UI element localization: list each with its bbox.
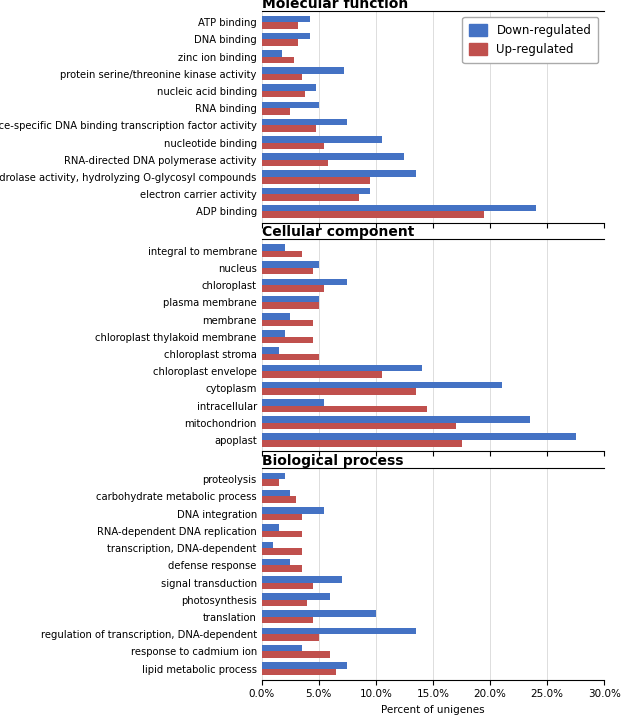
Text: Cellular component: Cellular component — [262, 225, 414, 239]
Bar — [262, 319, 313, 326]
Bar — [262, 39, 298, 46]
Bar — [262, 440, 462, 446]
Bar — [262, 268, 313, 274]
Bar — [262, 371, 381, 377]
Bar — [262, 205, 536, 212]
Bar — [262, 406, 427, 412]
Bar — [262, 91, 305, 97]
Bar — [262, 423, 456, 430]
Bar — [262, 490, 290, 497]
Bar — [262, 278, 348, 285]
Bar — [262, 73, 302, 80]
Bar — [262, 67, 344, 73]
Bar — [262, 285, 325, 292]
Bar — [262, 524, 278, 531]
Bar — [262, 662, 348, 669]
Bar — [262, 548, 302, 555]
Bar — [262, 582, 313, 589]
Bar — [262, 388, 416, 395]
Bar — [262, 514, 302, 521]
Bar — [262, 33, 310, 39]
Bar — [262, 417, 530, 423]
Bar — [262, 261, 319, 268]
Bar — [262, 296, 319, 302]
Bar — [262, 479, 278, 486]
X-axis label: Percent of unigenes: Percent of unigenes — [381, 705, 485, 715]
Bar — [262, 50, 282, 57]
Bar — [262, 354, 319, 361]
Bar — [262, 142, 325, 149]
Bar — [262, 627, 416, 634]
Bar — [262, 382, 502, 388]
Bar — [262, 593, 330, 600]
Bar — [262, 669, 336, 675]
Bar — [262, 177, 370, 183]
Bar — [262, 399, 325, 406]
Bar — [262, 57, 293, 63]
Bar — [262, 433, 576, 440]
Bar — [262, 531, 302, 537]
Text: Molecular function: Molecular function — [262, 0, 408, 11]
Bar — [262, 15, 310, 22]
Bar — [262, 651, 330, 658]
Bar — [262, 188, 370, 194]
Bar — [262, 212, 484, 218]
Bar — [262, 600, 307, 606]
Bar — [262, 108, 290, 115]
Bar — [262, 251, 302, 257]
Bar — [262, 611, 376, 617]
Bar — [262, 313, 290, 319]
Bar — [262, 497, 296, 503]
Legend: Down-regulated, Up-regulated: Down-regulated, Up-regulated — [462, 17, 599, 63]
Bar — [262, 566, 302, 572]
Bar — [262, 244, 285, 251]
Bar — [262, 559, 290, 566]
Bar — [262, 330, 285, 337]
Bar — [262, 119, 348, 125]
Text: Biological process: Biological process — [262, 454, 403, 468]
Bar — [262, 84, 316, 91]
Bar — [262, 507, 325, 514]
Bar — [262, 542, 273, 548]
Bar — [262, 22, 298, 28]
Bar — [262, 365, 422, 371]
Bar — [262, 645, 302, 651]
Bar — [262, 102, 319, 108]
Bar — [262, 617, 313, 624]
Bar — [262, 160, 328, 166]
Bar — [262, 170, 416, 177]
Bar — [262, 337, 313, 343]
Bar — [262, 136, 381, 142]
Bar — [262, 125, 316, 132]
Bar — [262, 576, 341, 582]
Bar — [262, 302, 319, 309]
Bar — [262, 194, 359, 201]
Bar — [262, 634, 319, 640]
Bar — [262, 473, 285, 479]
Bar — [262, 348, 278, 354]
Bar — [262, 153, 404, 160]
